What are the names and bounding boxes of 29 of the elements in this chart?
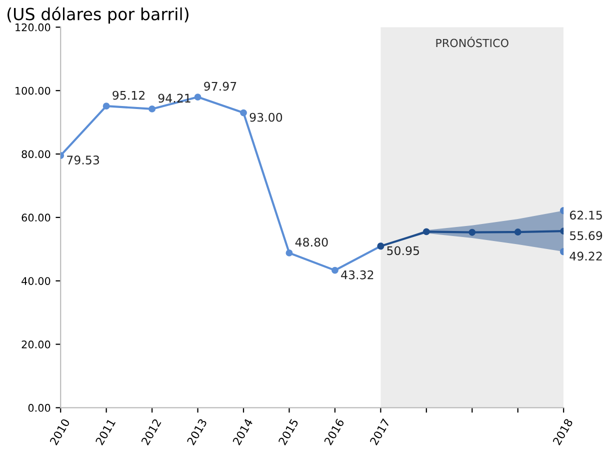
data-label: 43.32 [341, 270, 374, 280]
data-label: 55.69 [570, 231, 602, 240]
data-label: 50.95 [387, 246, 419, 256]
y-tick-label: 80.00 [22, 150, 50, 158]
y-tick-label: 20.00 [22, 340, 50, 348]
y-tick-label: 100.00 [16, 86, 50, 95]
y-tick-label: 40.00 [22, 277, 50, 285]
data-label: 79.53 [67, 156, 100, 164]
point [148, 105, 156, 112]
y-tick-label: 60.00 [22, 214, 50, 222]
data-label: 48.80 [295, 238, 328, 247]
data-label: 95.12 [112, 90, 144, 100]
point [240, 109, 247, 116]
point [331, 266, 338, 274]
data-label: 94.21 [158, 94, 190, 103]
point [514, 228, 522, 236]
data-label: 62.15 [570, 210, 602, 220]
y-tick-label: 0.00 [28, 404, 50, 412]
point [422, 228, 430, 236]
data-label: 49.22 [570, 252, 602, 261]
point [468, 228, 476, 236]
data-label: 97.97 [204, 82, 236, 91]
y-tick-label: 120.00 [16, 23, 50, 32]
band-label: PRONÓSTICO [436, 36, 508, 48]
chart-title: (US dólares por barril) [7, 6, 188, 24]
point [286, 249, 293, 256]
data-label: 93.00 [250, 112, 282, 122]
point [194, 94, 202, 101]
point [102, 102, 110, 110]
